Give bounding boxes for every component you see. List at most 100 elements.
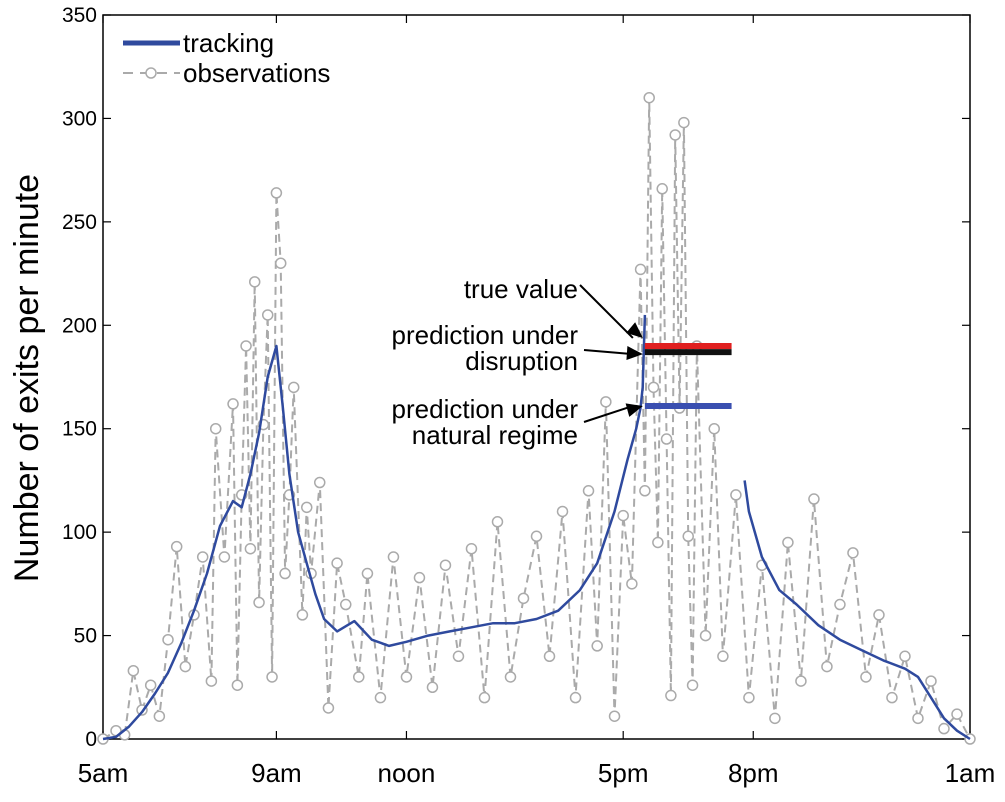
- annotation-arrowhead: [625, 403, 643, 417]
- observation-point: [127, 664, 140, 677]
- observation-point: [244, 542, 257, 555]
- observation-point: [491, 516, 504, 528]
- observation-point: [361, 567, 374, 580]
- x-tick-label: 9am: [251, 758, 302, 788]
- annotation-label: true value: [464, 274, 578, 304]
- observation-point: [634, 263, 647, 276]
- observation-point: [873, 609, 885, 621]
- observation-point: [600, 396, 612, 408]
- observation-point: [912, 712, 924, 725]
- observation-point: [847, 547, 859, 559]
- observation-point: [821, 660, 833, 673]
- plot-area-border: [102, 14, 971, 740]
- observation-point: [517, 592, 530, 605]
- observation-point: [331, 557, 343, 569]
- y-tick-label: 150: [62, 418, 97, 441]
- observation-point: [248, 276, 261, 288]
- observation-point: [144, 679, 157, 691]
- observation-point: [196, 551, 209, 563]
- observation-point: [452, 650, 465, 663]
- observation-point: [699, 629, 712, 642]
- observation-point: [925, 675, 937, 687]
- tracking-line: [102, 314, 647, 741]
- y-tick-label: 50: [74, 625, 97, 648]
- observation-point: [314, 476, 326, 489]
- x-tick-label: 1am: [945, 758, 996, 788]
- observation-point: [179, 660, 192, 673]
- annotation-arrow: [583, 405, 634, 423]
- observation-point: [769, 712, 781, 725]
- y-tick-label: 250: [62, 211, 97, 234]
- x-tick-label: 8pm: [728, 758, 779, 788]
- observation-point: [231, 679, 244, 691]
- observation-point: [205, 675, 218, 687]
- observation-point: [400, 671, 413, 683]
- y-tick-label: 200: [62, 314, 97, 337]
- observation-point: [274, 257, 287, 269]
- observation-point: [782, 536, 794, 549]
- observation-point: [170, 540, 183, 553]
- observation-point: [682, 530, 694, 543]
- observation-point: [287, 381, 300, 394]
- legend-observations-marker: [145, 67, 157, 79]
- observation-point: [626, 578, 638, 590]
- observation-point: [639, 485, 651, 497]
- x-tick-label: 5pm: [598, 758, 649, 788]
- observation-point: [426, 681, 439, 694]
- observation-point: [652, 536, 664, 549]
- observation-point: [322, 702, 335, 714]
- observation-point: [209, 422, 222, 435]
- y-axis-ticks: 0 50 100 150 200 250 300 350: [62, 4, 970, 751]
- legend: tracking observations: [123, 28, 330, 88]
- annotation-arrow: [579, 284, 634, 339]
- y-axis-label: Number of exits per minute: [8, 174, 46, 582]
- observation-point: [261, 309, 274, 321]
- observation-point: [899, 650, 911, 663]
- observation-point: [860, 671, 872, 683]
- y-tick-label: 300: [62, 107, 97, 130]
- observation-point: [353, 671, 365, 683]
- observation-point: [296, 609, 309, 621]
- observation-point: [266, 671, 278, 683]
- annotation-label: disruption: [465, 346, 578, 376]
- x-axis-ticks: 5am 9am noon 5pm 8pm 1am: [78, 15, 996, 788]
- observation-point: [938, 722, 950, 735]
- observation-point: [686, 679, 699, 691]
- observation-point: [478, 691, 491, 704]
- observation-point: [665, 689, 677, 702]
- observations-series: [97, 91, 976, 745]
- observation-point: [504, 671, 517, 683]
- observation-point: [374, 691, 387, 704]
- observation-point: [743, 691, 755, 704]
- tracking-line: [743, 480, 971, 741]
- observation-point: [669, 129, 681, 141]
- observation-point: [951, 708, 963, 720]
- plot-frame: [102, 14, 971, 740]
- observation-point: [240, 340, 252, 352]
- observation-point: [153, 710, 166, 722]
- observation-point: [439, 559, 452, 571]
- observation-point: [569, 691, 582, 704]
- observation-point: [530, 530, 543, 543]
- observation-point: [808, 493, 820, 505]
- observation-point: [678, 116, 690, 129]
- observation-point: [608, 710, 621, 722]
- x-tick-label: noon: [378, 758, 436, 788]
- observation-point: [413, 571, 426, 584]
- observation-point: [387, 551, 400, 563]
- annotation-arrowhead: [626, 346, 643, 361]
- observation-point: [730, 489, 742, 501]
- annotation-label: prediction under: [392, 320, 579, 350]
- y-tick-label: 350: [62, 4, 97, 27]
- observation-point: [340, 598, 352, 611]
- annotation-label: prediction under: [392, 394, 579, 424]
- observation-point: [834, 598, 846, 611]
- y-tick-label: 100: [62, 521, 97, 544]
- observation-point: [795, 675, 807, 687]
- observation-point: [556, 505, 569, 518]
- legend-tracking-label: tracking: [183, 28, 274, 58]
- observation-point: [162, 633, 174, 646]
- observation-point: [617, 509, 629, 522]
